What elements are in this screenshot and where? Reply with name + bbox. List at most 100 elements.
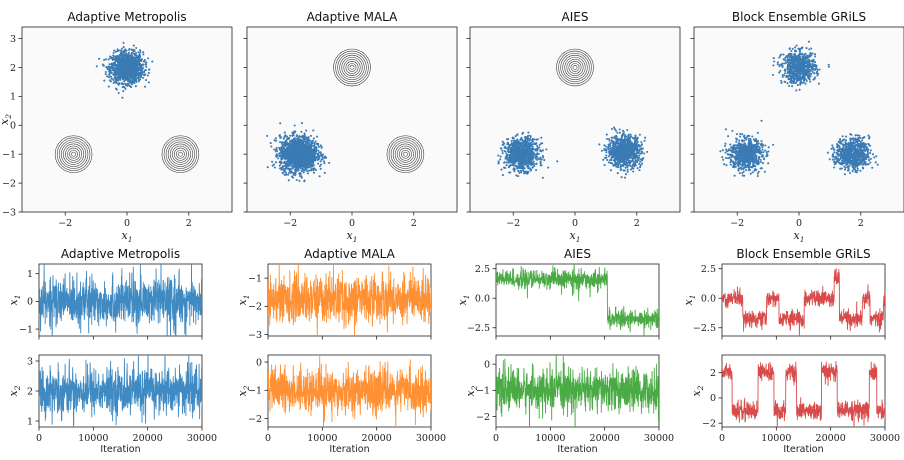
sample-point [501, 140, 504, 143]
sample-point [295, 162, 298, 165]
sample-point [631, 147, 634, 150]
sample-point [319, 154, 322, 157]
sample-point [132, 69, 135, 72]
sample-point [612, 140, 615, 143]
sample-point [95, 65, 98, 68]
contour-mode-0-0 [54, 135, 93, 173]
sample-point [541, 149, 545, 152]
sample-point [513, 168, 516, 171]
sample-point [139, 50, 142, 54]
sample-point [300, 130, 303, 133]
contour-ring [58, 139, 89, 169]
sample-point [510, 151, 513, 154]
sample-point [283, 141, 287, 144]
sample-point [121, 72, 124, 75]
sample-point [147, 71, 150, 74]
sample-point [623, 140, 626, 143]
sample-point [293, 146, 296, 149]
sample-point [630, 152, 634, 155]
sample-point [302, 147, 306, 150]
sample-point [497, 154, 500, 157]
sample-point [600, 149, 603, 152]
contour-ring [345, 61, 359, 74]
sample-point [126, 73, 130, 76]
sample-point [617, 156, 620, 159]
sample-point [288, 167, 291, 170]
sample-point [509, 148, 512, 151]
sample-point [623, 137, 627, 140]
sample-point [292, 148, 295, 151]
sample-point [282, 137, 285, 140]
sample-point [110, 62, 113, 65]
sample-point [533, 138, 536, 141]
sample-point [605, 133, 608, 136]
sample-point [295, 148, 298, 151]
sample-point [521, 155, 524, 158]
sample-point [287, 144, 290, 147]
sample-point [512, 137, 515, 140]
sample-point [516, 146, 519, 149]
sample-point [143, 60, 146, 63]
sample-point [512, 154, 515, 157]
sample-point [615, 129, 618, 132]
sample-point [301, 142, 304, 145]
sample-point [609, 141, 612, 145]
sample-point [605, 154, 608, 157]
contour-ring [388, 137, 423, 171]
sample-point [610, 146, 613, 149]
sample-point [639, 164, 642, 167]
sample-point [510, 157, 513, 161]
sample-point [281, 141, 284, 144]
sample-point [637, 144, 640, 147]
sample-point [316, 135, 319, 138]
sample-point [311, 142, 314, 145]
sample-point [135, 59, 138, 62]
sample-point [603, 164, 606, 167]
sample-point [635, 161, 639, 164]
sample-point [130, 52, 133, 56]
sample-point [293, 159, 296, 162]
sample-point [630, 141, 633, 144]
sample-point [514, 155, 517, 158]
sample-point [528, 144, 531, 147]
sample-point [289, 147, 292, 151]
sample-point [151, 60, 154, 63]
sample-point [501, 152, 504, 155]
sample-point [127, 58, 131, 61]
contour-ring [178, 151, 183, 157]
sample-point [499, 155, 502, 158]
xtick-label: −2 [283, 218, 297, 229]
sample-point [518, 163, 521, 166]
sample-point [536, 152, 539, 155]
sample-point [115, 79, 118, 82]
sample-point [113, 49, 116, 52]
sample-point [293, 124, 296, 127]
sample-point [123, 54, 127, 57]
sample-point [514, 160, 517, 163]
contour-ring [176, 149, 185, 159]
sample-point [123, 59, 126, 62]
sample-point [633, 148, 636, 151]
sample-point [144, 63, 148, 66]
sample-point [529, 141, 532, 144]
sample-point [786, 56, 789, 59]
sample-point [283, 161, 286, 164]
sample-point [615, 146, 618, 149]
sample-point [288, 171, 291, 174]
sample-point [312, 164, 315, 167]
sample-point [118, 73, 121, 76]
sample-point [310, 158, 313, 161]
sample-point [628, 142, 631, 145]
sample-point [598, 143, 601, 146]
sample-point [122, 74, 125, 77]
sample-point [279, 141, 282, 144]
sample-point [608, 144, 611, 147]
sample-point [523, 142, 526, 145]
sample-point [634, 155, 637, 158]
sample-point [293, 157, 296, 160]
sample-point [119, 78, 122, 81]
sample-point [535, 169, 538, 172]
sample-point [516, 155, 519, 158]
scatter-title-0: Adaptive Metropolis [67, 10, 186, 24]
ytick-label: 1 [10, 92, 16, 103]
